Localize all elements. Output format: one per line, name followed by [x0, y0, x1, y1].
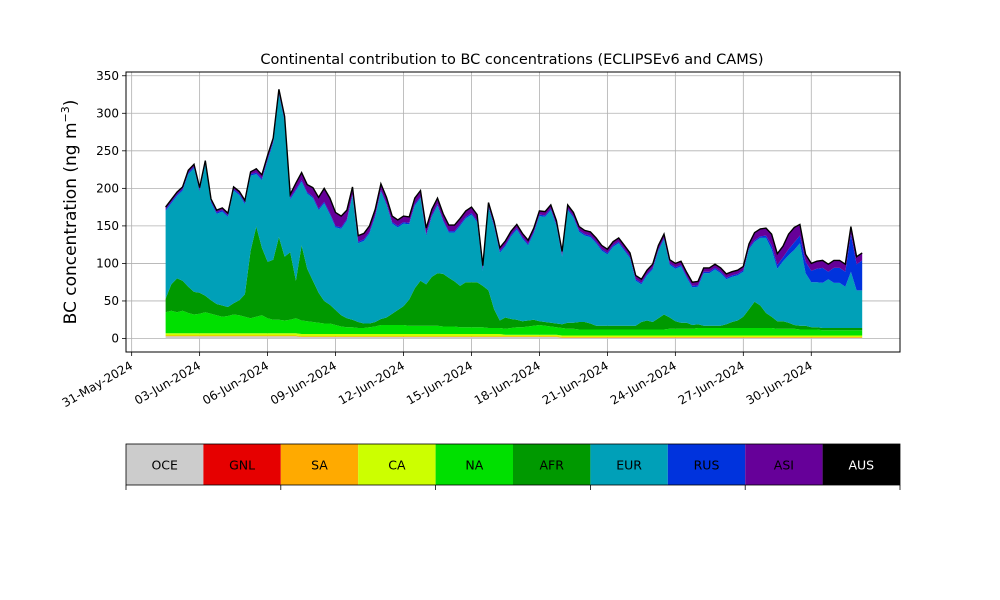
x-tick-label: 31-May-2024	[60, 358, 135, 410]
area-afr	[165, 226, 863, 331]
y-axis-label-main: BC concentration (ng m	[61, 122, 81, 324]
legend-swatch-rus	[667, 444, 746, 485]
area-sa	[165, 335, 863, 338]
y-axis-label-close: )	[61, 100, 81, 107]
area-na	[165, 310, 863, 336]
axes	[125, 71, 901, 353]
legend-label-ca: CA	[388, 458, 406, 473]
x-tick-label: 09-Jun-2024	[268, 358, 339, 407]
legend-swatch-oce	[126, 444, 204, 485]
legend-label-gnl: GNL	[229, 458, 255, 473]
legend-frame	[125, 443, 901, 486]
legend-label-aus: AUS	[848, 458, 874, 473]
legend-colorbar: OCE GNL SA CA NA AFR EUR RUS ASI AUS	[125, 443, 901, 490]
y-tick-label: 300	[96, 106, 119, 120]
x-tick-label: 21-Jun-2024	[540, 358, 611, 407]
legend-label-na: NA	[465, 458, 483, 473]
y-tick-label: 150	[96, 219, 119, 233]
x-tick-label: 15-Jun-2024	[404, 358, 475, 407]
plot-frame	[125, 71, 901, 353]
x-tick-label: 06-Jun-2024	[200, 358, 271, 407]
legend-swatch-sa	[280, 444, 359, 485]
legend-label-afr: AFR	[539, 458, 564, 473]
area-ca	[165, 333, 863, 337]
legend-label-oce: OCE	[151, 458, 178, 473]
x-tick-label: 12-Jun-2024	[336, 358, 407, 407]
y-tick-label: 350	[96, 69, 119, 83]
legend-swatch-na	[435, 444, 513, 485]
x-tick-label: 03-Jun-2024	[132, 358, 203, 407]
legend-swatch-eur	[590, 444, 668, 485]
y-tick-label: 250	[96, 144, 119, 158]
stacked-areas	[165, 89, 863, 339]
area-oce	[165, 336, 863, 339]
x-tick-label: 27-Jun-2024	[676, 358, 747, 407]
y-axis-label: BC concentration (ng m−3)	[59, 100, 81, 325]
legend-label-asi: ASI	[774, 458, 794, 473]
legend-label-sa: SA	[311, 458, 328, 473]
total-outline	[165, 89, 863, 283]
legend-swatch-ca	[358, 444, 436, 485]
legend-swatch-asi	[745, 444, 823, 485]
y-tick-label: 100	[96, 256, 119, 270]
legend-swatch-aus	[822, 444, 900, 485]
x-axis-ticks: 31-May-202403-Jun-202406-Jun-202409-Jun-…	[60, 352, 815, 410]
chart-title: Continental contribution to BC concentra…	[260, 52, 763, 68]
y-tick-label: 50	[104, 294, 119, 308]
x-tick-label: 30-Jun-2024	[744, 358, 815, 407]
legend-label-eur: EUR	[616, 458, 642, 473]
y-tick-label: 0	[111, 331, 119, 345]
y-axis-label-sup: −3	[59, 106, 72, 122]
legend-label-rus: RUS	[694, 458, 720, 473]
y-axis-ticks: 0 50 100 150 200 250 300 350	[96, 69, 126, 345]
legend-swatch-gnl	[203, 444, 281, 485]
x-tick-label: 18-Jun-2024	[472, 358, 543, 407]
legend-swatch-afr	[513, 444, 591, 485]
area-eur	[165, 94, 863, 328]
y-tick-label: 200	[96, 181, 119, 195]
x-tick-label: 24-Jun-2024	[608, 358, 679, 407]
